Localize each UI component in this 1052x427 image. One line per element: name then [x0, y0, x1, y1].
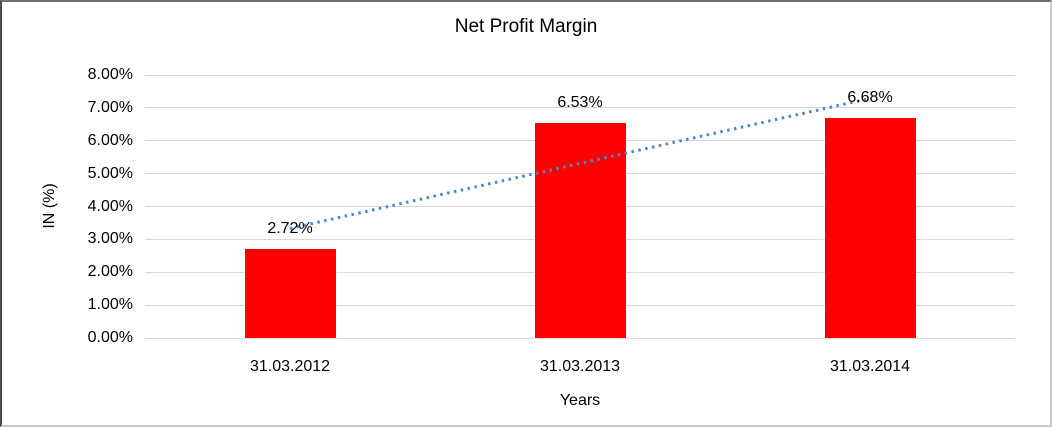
x-axis-title: Years [559, 392, 601, 409]
y-tick-label: 2.00% [87, 263, 133, 281]
x-tick-label: 31.03.2014 [829, 358, 911, 375]
y-tick-label: 3.00% [87, 230, 133, 248]
gridline [145, 337, 1015, 339]
data-label: 6.53% [557, 94, 603, 112]
y-tick-label: 6.00% [87, 131, 133, 149]
x-tick-label: 31.03.2012 [249, 358, 331, 375]
bar-31.03.2012 [244, 248, 336, 338]
plot-area [145, 74, 1015, 339]
gridline [145, 74, 1015, 76]
data-label: 2.72% [267, 219, 313, 237]
y-tick-label: 4.00% [87, 197, 133, 215]
y-tick-label: 7.00% [87, 98, 133, 116]
y-tick-label: 8.00% [87, 66, 133, 83]
y-tick-label: 5.00% [87, 164, 133, 182]
data-label: 6.68% [847, 89, 893, 107]
y-tick-label: 0.00% [87, 329, 133, 346]
y-tick-label: 1.00% [87, 296, 133, 314]
chart-title: Net Profit Margin [454, 16, 598, 37]
x-tick-label: 31.03.2013 [539, 358, 621, 375]
bar-31.03.2014 [824, 118, 916, 338]
bar-31.03.2013 [534, 123, 626, 338]
